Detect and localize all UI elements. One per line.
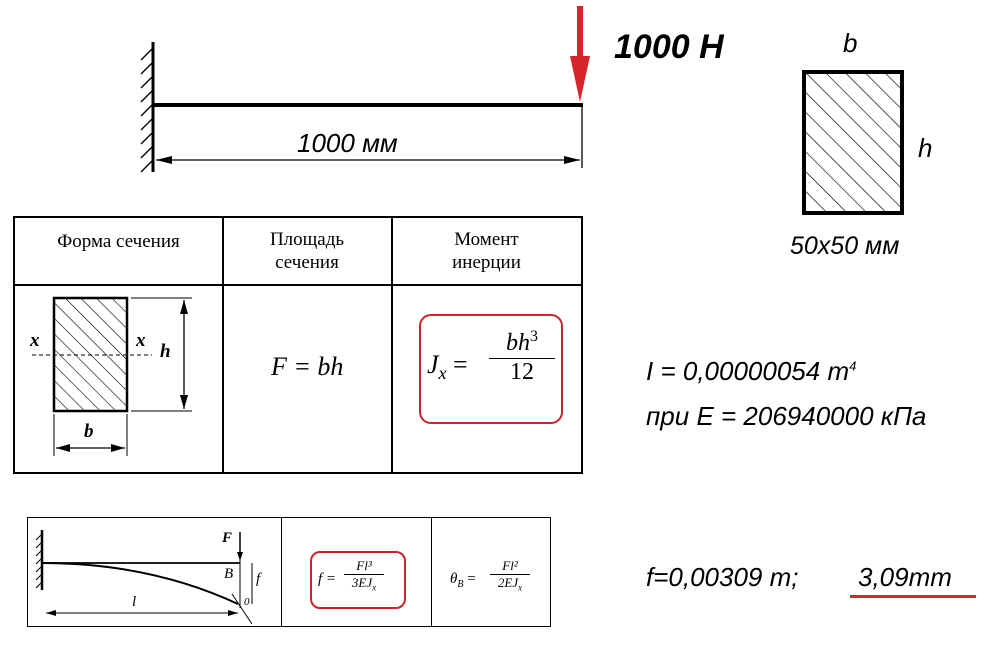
t2-F-label: F [222, 530, 233, 546]
section-properties-table: Форма сечения Площадь сечения Момент ине… [13, 216, 583, 474]
modulus-value: при E = 206940000 кПа [646, 401, 927, 431]
inertia-highlight-box [419, 314, 563, 424]
area-formula: F = bh [271, 352, 344, 381]
t2-l-label: l [132, 594, 137, 610]
deflection-formula-lhs: f = [318, 571, 337, 587]
t2-B-label: B [224, 566, 234, 582]
header-shape: Форма сечения [15, 218, 222, 286]
load-arrow-icon [570, 6, 590, 102]
section-b-label: b [843, 28, 858, 58]
shape-b-label: b [84, 421, 94, 442]
header-inertia: Момент инерции [392, 218, 581, 286]
t2-f-label: f [256, 571, 261, 587]
header-area: Площадь сечения [222, 218, 392, 286]
cross-section-rect [802, 70, 904, 215]
section-size-label: 50х50 мм [790, 232, 900, 260]
load-label: 1000 Н [614, 28, 724, 66]
inertia-lhs: Jx = [427, 350, 468, 384]
shape-h-label: h [160, 341, 171, 362]
section-h-label: h [918, 133, 933, 163]
t2-theta-label: 0 [244, 596, 250, 608]
inertia-fraction: bh3 12 [489, 328, 555, 386]
shape-x-right: x [136, 330, 146, 351]
deflection-underline [850, 595, 976, 598]
fixed-support-hatch [140, 47, 154, 173]
length-label: 1000 мм [297, 128, 398, 158]
inertia-value: I = 0,00000054 m4 [646, 356, 857, 386]
angle-formula-lhs: θB = [450, 571, 476, 590]
length-dimension-line [156, 156, 580, 164]
deflection-highlight-box [310, 551, 406, 609]
deflection-formula-table: f = Fl³ 3EJx θB = Fl² 2EJx [27, 517, 551, 627]
shape-x-left: x [30, 330, 40, 351]
deflection-mm-value: 3,09mm [858, 562, 952, 592]
deflection-formula-fraction: Fl³ 3EJx [344, 558, 384, 593]
deflection-value: f=0,00309 m; [646, 562, 799, 592]
angle-formula-fraction: Fl² 2EJx [490, 558, 530, 593]
